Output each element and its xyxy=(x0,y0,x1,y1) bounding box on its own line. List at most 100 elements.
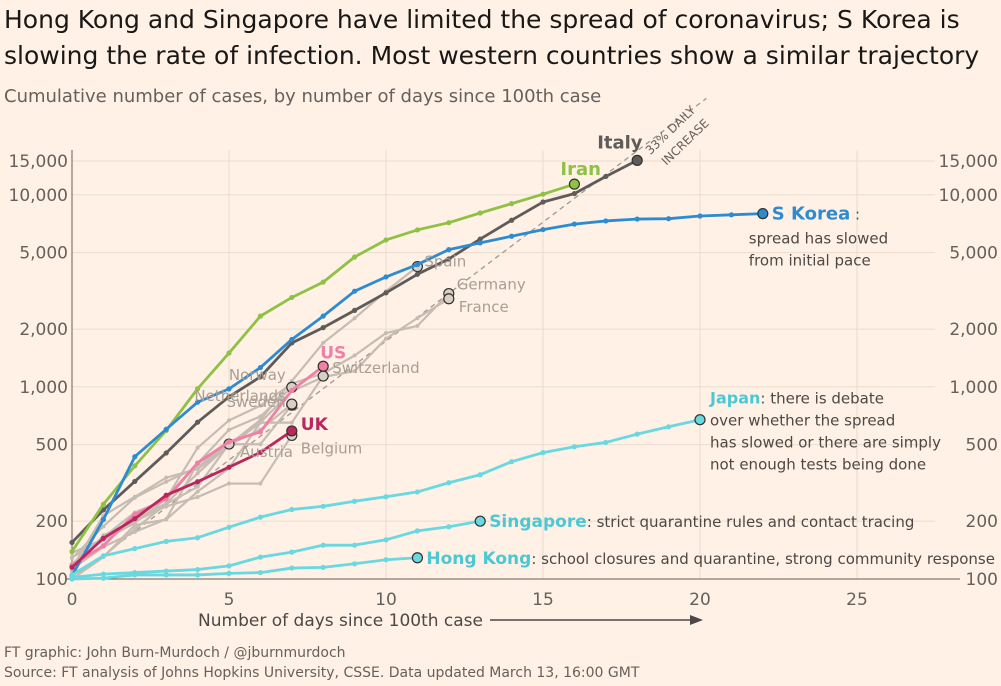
annotation-text: has slowed or there are simply xyxy=(710,434,941,452)
end-marker-italy xyxy=(631,154,643,166)
data-point-switzerland xyxy=(289,420,294,425)
data-point-italy xyxy=(383,290,389,296)
data-point-hong-kong xyxy=(100,575,106,581)
x-tick-label: 15 xyxy=(532,590,554,610)
data-point-italy xyxy=(446,256,452,262)
data-point-iran xyxy=(289,294,295,301)
end-marker-iran xyxy=(568,178,581,190)
data-point-uk xyxy=(69,564,75,570)
data-point-italy xyxy=(320,325,326,331)
data-point-iran xyxy=(320,279,326,285)
data-point-italy xyxy=(540,199,546,205)
data-point-s-korea xyxy=(509,233,515,239)
data-point-japan xyxy=(571,444,578,450)
data-point-norway xyxy=(164,517,169,522)
annotation-colon: : xyxy=(850,206,860,224)
y-tick-label: 10,000 xyxy=(9,186,68,206)
data-point-uk xyxy=(257,449,263,456)
annotation-text: : there is debate xyxy=(760,390,884,408)
data-point-germany xyxy=(195,445,200,450)
series-name: Hong Kong xyxy=(426,549,531,569)
y-tick-label-right: 5,000 xyxy=(949,244,998,264)
data-point-singapore xyxy=(289,549,295,555)
data-point-italy xyxy=(352,307,358,314)
data-point-sweden xyxy=(195,471,200,476)
series-name: Germany xyxy=(457,276,526,294)
chart-title: Hong Kong and Singapore have limited the… xyxy=(4,5,980,70)
data-point-singapore xyxy=(352,542,358,548)
data-point-s-korea xyxy=(383,274,389,280)
y-tick-label-right: 15,000 xyxy=(939,152,998,172)
data-point-netherlands xyxy=(132,495,137,500)
data-point-s-korea xyxy=(226,386,232,392)
annotation-text: spread has slowed xyxy=(749,230,888,248)
series-name: Singapore xyxy=(489,512,587,532)
data-point-singapore xyxy=(163,568,169,574)
data-point-iran xyxy=(195,386,201,392)
data-point-s-korea xyxy=(540,226,546,233)
data-point-us xyxy=(289,387,295,394)
x-tick-label: 5 xyxy=(224,590,235,610)
data-point-spain xyxy=(321,340,326,345)
data-point-iran xyxy=(383,237,389,243)
data-point-italy xyxy=(257,374,263,380)
series-label-netherlands: Netherlands xyxy=(194,387,286,405)
data-point-netherlands xyxy=(101,524,106,529)
data-point-s-korea xyxy=(352,288,358,294)
data-point-hong-kong xyxy=(195,572,201,578)
reference-line-33pct xyxy=(71,97,707,580)
series-label-switzerland: Switzerland xyxy=(332,359,420,377)
data-point-belgium xyxy=(258,481,263,486)
data-point-japan xyxy=(352,498,358,504)
data-point-iran xyxy=(477,210,483,216)
data-point-us xyxy=(226,439,232,445)
data-point-netherlands xyxy=(258,442,263,447)
series-name: Japan xyxy=(709,389,760,408)
x-tick-label: 25 xyxy=(846,590,868,610)
data-point-iran xyxy=(69,548,75,555)
data-point-s-korea xyxy=(571,221,578,227)
data-point-japan xyxy=(163,538,169,544)
data-point-germany xyxy=(227,418,231,423)
series-label-spain: Spain xyxy=(424,253,466,271)
series-line-spain xyxy=(71,265,419,565)
series-label-hong-kong: Hong Kong: school closures and quarantin… xyxy=(426,549,995,569)
grid xyxy=(72,150,935,579)
y-tick-label: 15,000 xyxy=(9,152,68,172)
data-point-france xyxy=(132,523,137,528)
series-label-germany: Germany xyxy=(457,276,526,294)
data-point-s-korea xyxy=(100,516,106,523)
annotation-text: : school closures and quarantine, strong… xyxy=(531,550,995,568)
data-point-germany xyxy=(384,331,388,336)
data-point-s-korea xyxy=(163,426,169,432)
series-lines xyxy=(69,154,769,582)
series-line-norway xyxy=(71,386,293,570)
data-point-italy xyxy=(195,419,201,425)
series-label-sweden: Sweden xyxy=(227,393,286,411)
series-label-iran: Iran xyxy=(560,159,601,180)
data-point-hong-kong xyxy=(226,570,232,576)
series-name: US xyxy=(320,343,346,363)
data-point-s-korea xyxy=(603,218,609,224)
data-point-hong-kong xyxy=(163,572,169,578)
data-point-singapore xyxy=(446,524,452,530)
series-name: Sweden xyxy=(227,393,286,411)
y-tick-label: 200 xyxy=(36,512,68,532)
data-point-uk xyxy=(100,535,106,541)
x-axis-label: Number of days since 100th case xyxy=(198,611,483,631)
y-tick-label: 100 xyxy=(36,570,68,590)
data-point-switzerland xyxy=(258,420,263,425)
data-point-s-korea xyxy=(666,216,672,222)
series-label-austria: Austria xyxy=(240,443,293,461)
data-point-france xyxy=(352,369,357,374)
data-point-singapore xyxy=(226,563,232,569)
data-point-japan xyxy=(414,489,420,495)
series-name: Iran xyxy=(560,159,601,180)
end-marker-sweden xyxy=(286,398,298,410)
data-point-spain xyxy=(352,316,357,321)
data-point-japan xyxy=(666,424,672,430)
data-point-s-korea xyxy=(634,216,640,222)
data-point-singapore xyxy=(100,571,106,577)
data-point-japan xyxy=(477,472,483,478)
